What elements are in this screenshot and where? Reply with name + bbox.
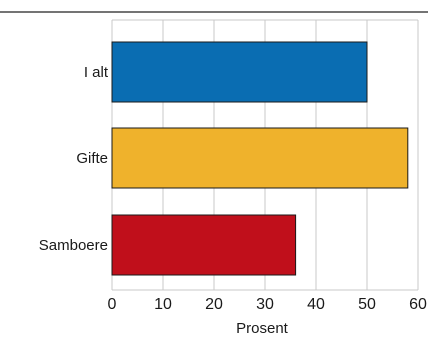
x-tick-label-20: 20 [205,296,223,313]
x-tick-label-10: 10 [154,296,172,313]
bar-samboere [111,214,297,276]
x-tick-label-40: 40 [307,296,325,313]
bar-i-alt [111,41,368,103]
bars [111,41,409,276]
x-tick-label-60: 60 [409,296,427,313]
x-axis-title: Prosent [236,320,289,337]
x-tick-label-50: 50 [358,296,376,313]
bar-gifte [111,127,409,189]
category-label-samboere: Samboere [39,237,108,254]
x-tick-labels: 0 10 20 30 40 50 60 [108,296,427,313]
category-labels: I alt Gifte Samboere [39,64,109,254]
category-label-gifte: Gifte [76,150,108,167]
category-label-i-alt: I alt [84,64,109,81]
x-tick-label-30: 30 [256,296,274,313]
x-tick-label-0: 0 [108,296,117,313]
